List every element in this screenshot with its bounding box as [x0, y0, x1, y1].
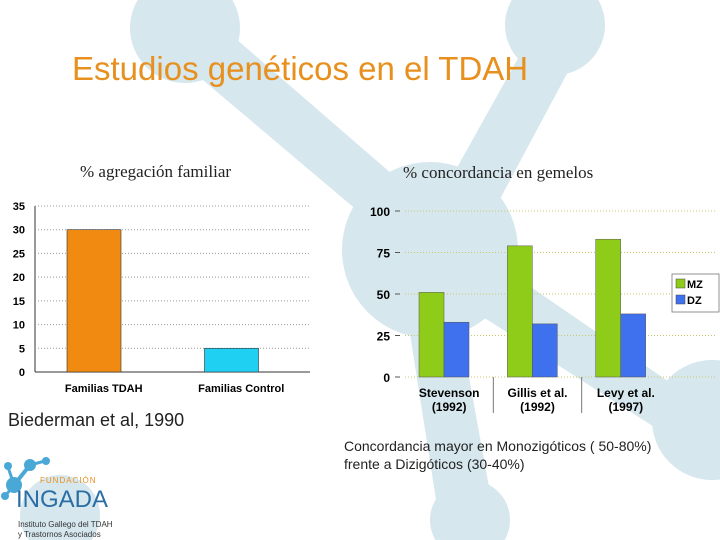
- x-tick-label: Familias TDAH: [65, 383, 143, 395]
- y-tick-label: 5: [19, 343, 25, 355]
- bar-MZ-2: [595, 238, 621, 378]
- y-tick-label: 35: [13, 201, 25, 213]
- molecule-icon: [1, 457, 50, 500]
- legend-swatch-DZ: [675, 294, 686, 305]
- bar-1: [204, 347, 259, 373]
- bar-DZ-2: [620, 313, 646, 378]
- ingada-logo: FUNDACIÓN INGADA Instituto Gallego del T…: [1, 457, 113, 539]
- y-tick-label: 10: [13, 320, 25, 332]
- bar-DZ-0: [443, 321, 470, 378]
- y-tick-label: 25: [13, 248, 25, 260]
- note-line-2: frente a Dizigóticos (30-40%): [344, 456, 525, 472]
- y-tick-label: 0: [383, 371, 390, 385]
- concordance-note: Concordancia mayor en Monozigóticos ( 50…: [344, 437, 651, 473]
- note-line-1: Concordancia mayor en Monozigóticos ( 50…: [344, 438, 652, 454]
- left-chart-subtitle: % agregación familiar: [80, 162, 232, 181]
- legend-label-MZ: MZ: [687, 279, 703, 291]
- slide-title: Estudios genéticos en el TDAH: [72, 50, 529, 87]
- logo-line-2: y Trastornos Asociados: [18, 530, 101, 539]
- y-tick-label: 20: [13, 272, 25, 284]
- legend-swatch-MZ: [675, 278, 686, 289]
- x-tick-label: Gillis et al.: [507, 386, 567, 400]
- logo-org-small: FUNDACIÓN: [40, 476, 97, 485]
- y-tick-label: 100: [370, 205, 390, 219]
- logo-org-big: INGADA: [16, 486, 108, 513]
- bar-MZ-1: [507, 245, 533, 378]
- bar-MZ-0: [418, 292, 445, 378]
- y-tick-label: 15: [13, 296, 25, 308]
- x-tick-year: (1997): [608, 400, 643, 414]
- y-tick-label: 75: [377, 247, 391, 261]
- x-tick-label: Levy et al.: [597, 386, 655, 400]
- x-tick-label: Familias Control: [198, 383, 284, 395]
- right-chart-subtitle: % concordancia en gemelos: [403, 163, 594, 182]
- x-tick-label: Stevenson: [419, 386, 480, 400]
- citation: Biederman et al, 1990: [8, 410, 185, 430]
- legend-label-DZ: DZ: [687, 295, 702, 307]
- bar-0: [66, 229, 122, 373]
- familial-aggregation-chart: 0 5 10 15 20 25 30 35 Familias TDAH Familias Cont…: [13, 201, 310, 395]
- x-tick-year: (1992): [520, 400, 555, 414]
- y-tick-label: 30: [13, 225, 25, 237]
- logo-line-1: Instituto Gallego del TDAH: [18, 520, 113, 529]
- x-tick-year: (1992): [432, 400, 467, 414]
- y-tick-label: 25: [377, 330, 391, 344]
- legend: MZ DZ: [671, 273, 720, 313]
- y-tick-label: 0: [19, 367, 25, 379]
- bar-DZ-1: [532, 323, 558, 378]
- y-tick-label: 50: [377, 288, 391, 302]
